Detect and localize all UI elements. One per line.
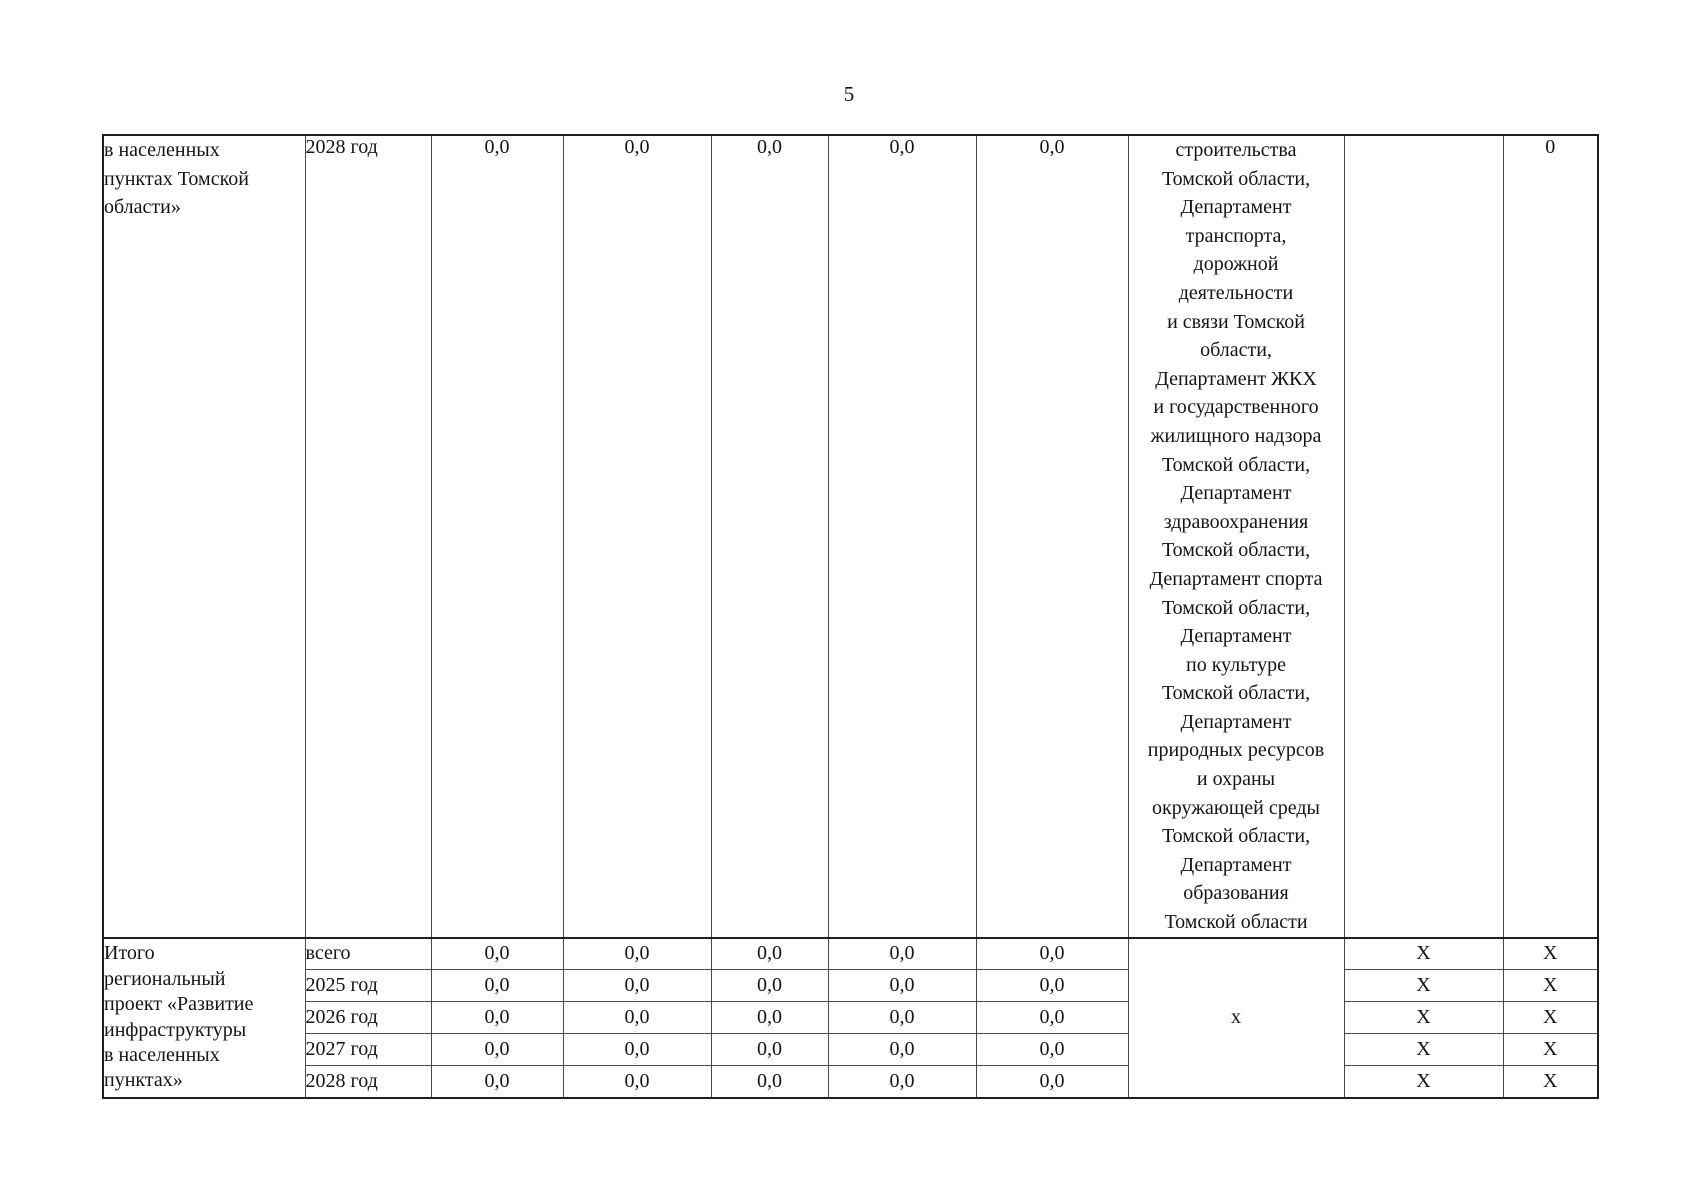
x-placeholder-cell: х xyxy=(1127,936,1345,1099)
table-row: 2025 год 0,0 0,0 0,0 0,0 0,0 X X xyxy=(103,969,1599,1003)
amount-cell: 0,0 xyxy=(430,1033,564,1067)
amount-cell: 0,0 xyxy=(562,936,712,971)
total-name-cell: Итого региональный проект «Развитие инфр… xyxy=(102,936,306,1099)
amount-cell: 0,0 xyxy=(430,936,564,971)
page-number: 5 xyxy=(843,82,855,106)
x-mark-cell: X xyxy=(1343,1033,1504,1067)
amount-cell: 0,0 xyxy=(562,969,712,1003)
table-row: 2026 год 0,0 0,0 0,0 0,0 0,0 X X xyxy=(103,1001,1599,1035)
amount-cell: 0,0 xyxy=(562,1001,712,1035)
period-cell: 2026 год xyxy=(304,1001,432,1035)
amount-cell: 0,0 xyxy=(710,936,829,971)
amount-cell: 0,0 xyxy=(975,134,1129,939)
amount-cell: 0,0 xyxy=(975,969,1129,1003)
x-mark-cell: X xyxy=(1343,1001,1504,1035)
amount-cell: 0,0 xyxy=(975,1065,1129,1099)
amount-cell: 0,0 xyxy=(430,969,564,1003)
count-cell: 0 xyxy=(1502,134,1599,939)
amount-cell: 0,0 xyxy=(710,1065,829,1099)
table-row: в населенных пунктах Томской области» 20… xyxy=(102,134,1599,939)
x-mark-cell: X xyxy=(1343,1065,1504,1099)
amount-cell: 0,0 xyxy=(827,1065,977,1099)
empty-note-cell xyxy=(1343,134,1504,939)
amount-cell: 0,0 xyxy=(710,969,829,1003)
period-cell: 2028 год xyxy=(304,1065,432,1099)
executors-cell: строительства Томской области, Департаме… xyxy=(1127,134,1345,939)
x-mark-cell: X xyxy=(1502,1001,1599,1035)
amount-cell: 0,0 xyxy=(975,1033,1129,1067)
x-mark-cell: X xyxy=(1502,969,1599,1003)
amount-cell: 0,0 xyxy=(562,134,712,939)
project-name-cell: в населенных пунктах Томской области» xyxy=(102,134,306,939)
x-mark-cell: X xyxy=(1502,1033,1599,1067)
amount-cell: 0,0 xyxy=(562,1065,712,1099)
amount-cell: 0,0 xyxy=(975,1001,1129,1035)
period-cell: 2028 год xyxy=(304,134,432,939)
amount-cell: 0,0 xyxy=(430,1001,564,1035)
x-mark-cell: X xyxy=(1502,936,1599,971)
x-mark-cell: X xyxy=(1343,936,1504,971)
period-cell: 2025 год xyxy=(304,969,432,1003)
table-row: 2028 год 0,0 0,0 0,0 0,0 0,0 X X xyxy=(103,1065,1599,1099)
amount-cell: 0,0 xyxy=(710,1033,829,1067)
table-row: 2027 год 0,0 0,0 0,0 0,0 0,0 X X xyxy=(103,1033,1599,1067)
amount-cell: 0,0 xyxy=(827,1001,977,1035)
amount-cell: 0,0 xyxy=(710,1001,829,1035)
x-mark-cell: X xyxy=(1502,1065,1599,1099)
amount-cell: 0,0 xyxy=(827,134,977,939)
amount-cell: 0,0 xyxy=(827,936,977,971)
x-mark-cell: X xyxy=(1343,969,1504,1003)
period-cell: всего xyxy=(304,936,432,971)
amount-cell: 0,0 xyxy=(975,936,1129,971)
amount-cell: 0,0 xyxy=(430,134,564,939)
budget-table: в населенных пунктах Томской области» 20… xyxy=(102,134,1599,1099)
amount-cell: 0,0 xyxy=(827,1033,977,1067)
period-cell: 2027 год xyxy=(304,1033,432,1067)
amount-cell: 0,0 xyxy=(827,969,977,1003)
amount-cell: 0,0 xyxy=(430,1065,564,1099)
amount-cell: 0,0 xyxy=(710,134,829,939)
amount-cell: 0,0 xyxy=(562,1033,712,1067)
table-row: Итого региональный проект «Развитие инфр… xyxy=(102,936,1599,1099)
